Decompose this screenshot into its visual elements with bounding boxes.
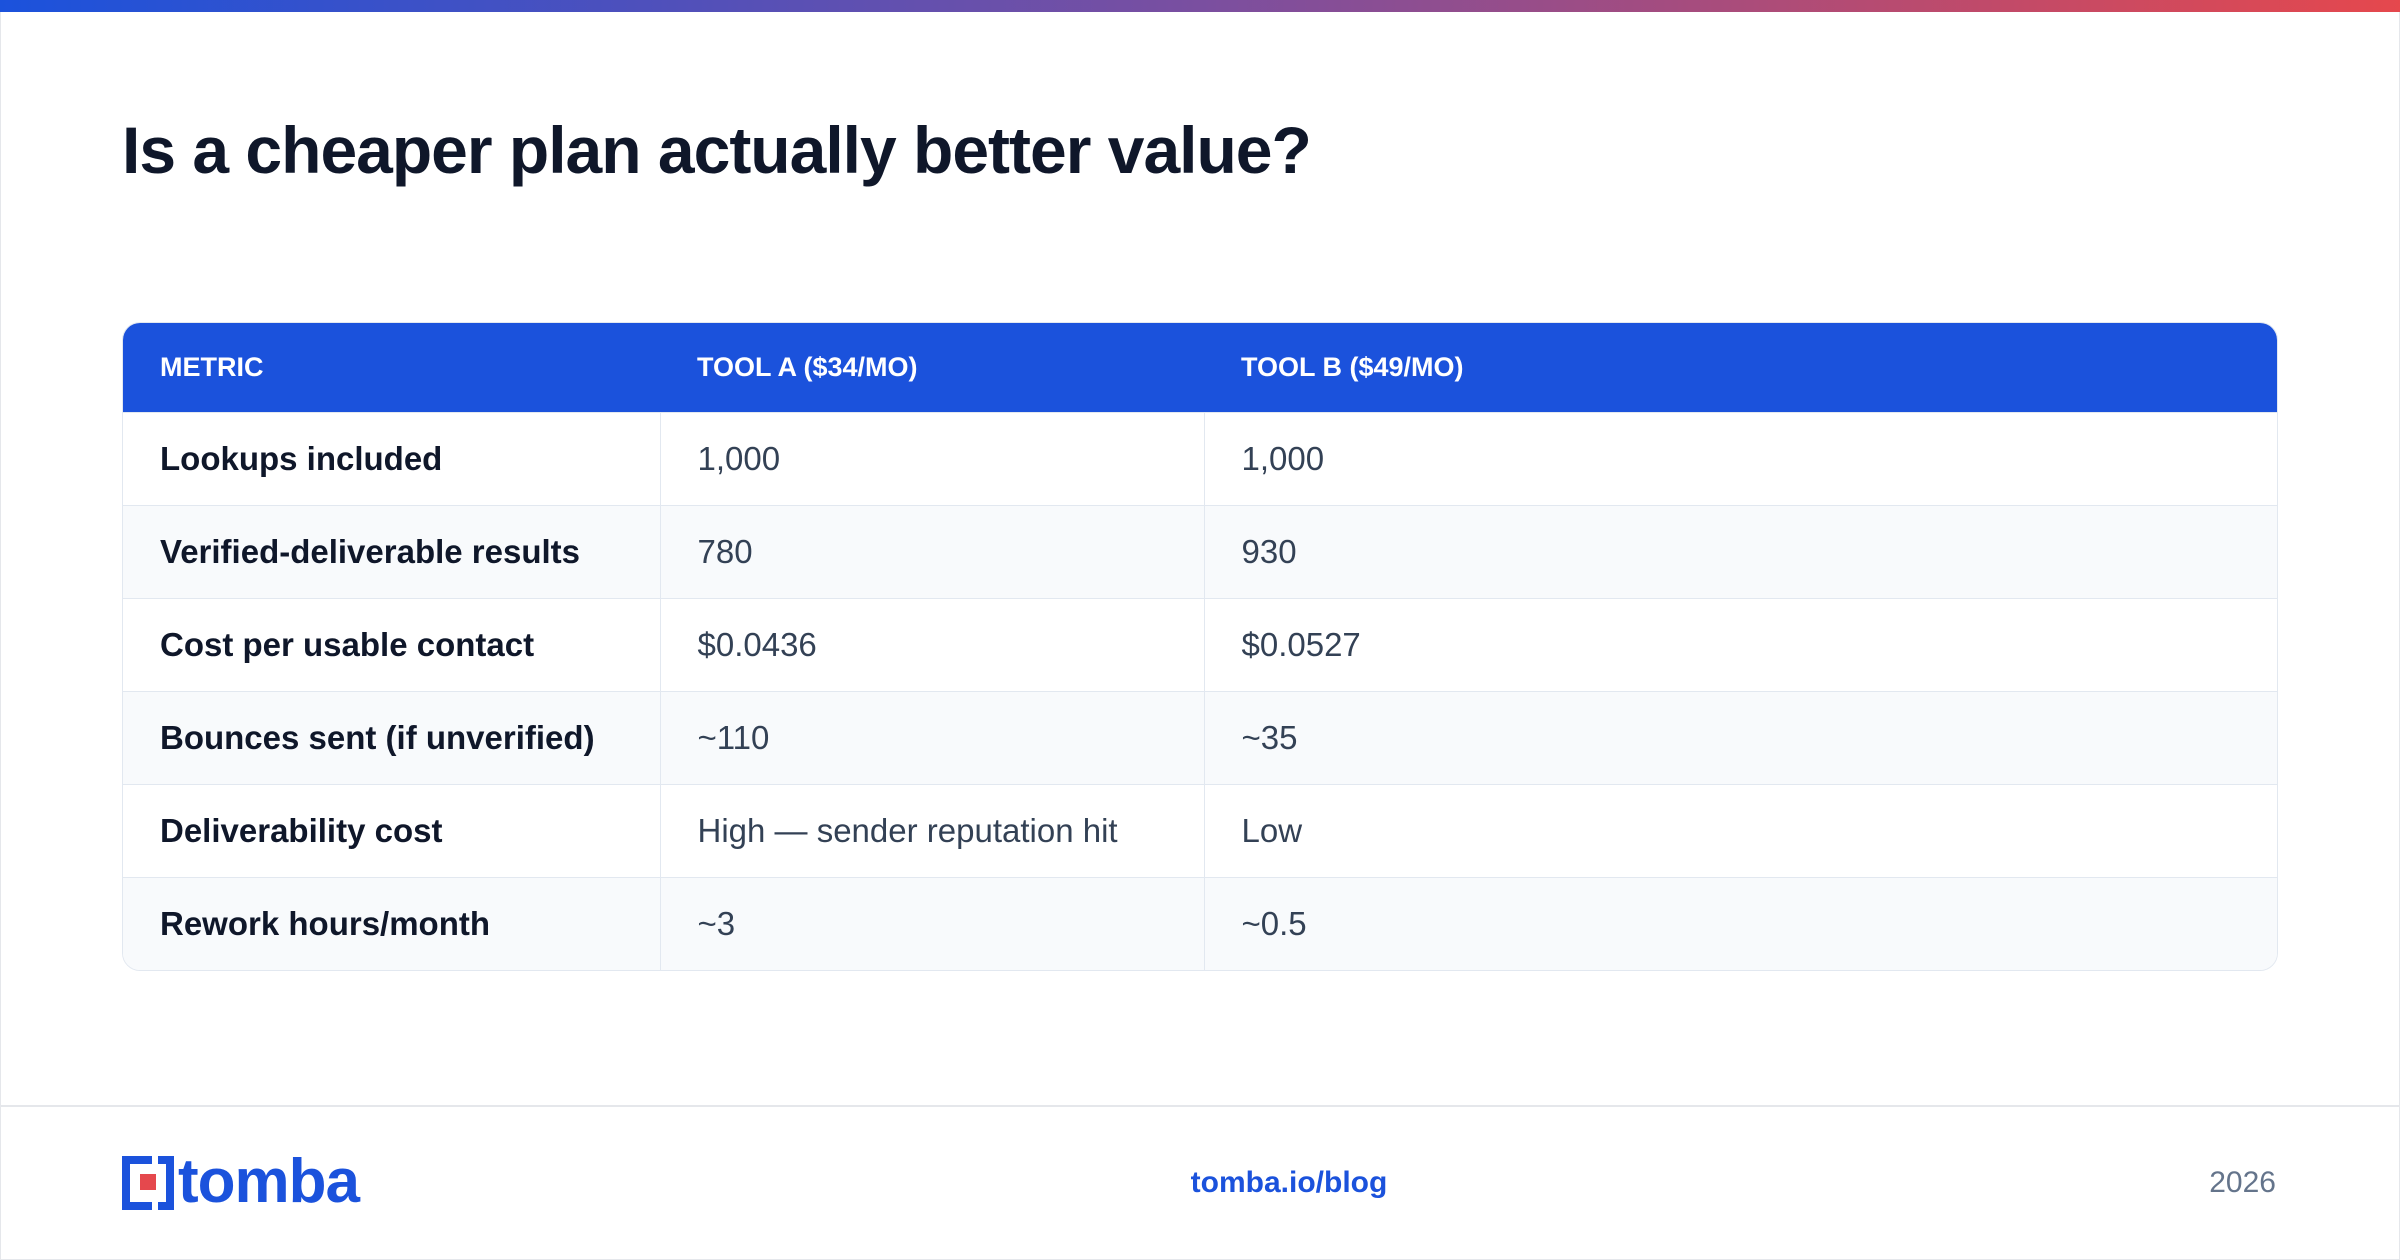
metric-cell: Bounces sent (if unverified) [123,691,660,785]
table-row: Cost per usable contact $0.0436 $0.0527 [123,598,2277,692]
year: 2026 [2209,1166,2276,1199]
metric-cell: Deliverability cost [123,784,660,878]
cell: 1,000 [659,412,1204,506]
logo-text: tomba [178,1147,360,1216]
table-row: Bounces sent (if unverified) ~110 ~35 [123,691,2277,785]
table-row: Verified-deliverable results 780 930 [123,505,2277,599]
table-row: Deliverability cost High — sender reputat… [123,784,2277,878]
cell: ~3 [659,877,1204,970]
metric-cell: Lookups included [123,412,660,506]
cell: High — sender reputation hit [659,784,1204,878]
cell: 930 [1203,505,2277,599]
logo-icon [122,1156,174,1210]
table: METRIC TOOL A ($34/MO) TOOL B ($49/MO) Look… [123,323,2277,970]
header-row: METRIC TOOL A ($34/MO) TOOL B ($49/MO) [123,323,2277,413]
metric-cell: Verified-deliverable results [123,505,660,599]
column-header: TOOL B ($49/MO) [1204,323,2277,413]
metric-cell: Rework hours/month [123,877,660,970]
footer-divider [0,1105,2400,1107]
column-header: TOOL A ($34/MO) [660,323,1204,413]
accent-bar [0,0,2400,12]
comparison-table: METRIC TOOL A ($34/MO) TOOL B ($49/MO) Look… [122,322,2278,971]
blog-link[interactable]: tomba.io/blog [1190,1166,1388,1199]
cell: 1,000 [1203,412,2277,506]
table-row: Rework hours/month ~3 ~0.5 [123,877,2277,970]
cell: ~0.5 [1203,877,2277,970]
title: Is a cheaper plan actually better value? [122,113,1312,187]
cell: ~35 [1203,691,2277,785]
cell: ~110 [659,691,1204,785]
cell: $0.0436 [659,598,1204,692]
cell: 780 [659,505,1204,599]
cell: Low [1203,784,2277,878]
cell: $0.0527 [1203,598,2277,692]
table-row: Lookups included 1,000 1,000 [123,412,2277,506]
column-header: METRIC [123,323,660,413]
metric-cell: Cost per usable contact [123,598,660,692]
